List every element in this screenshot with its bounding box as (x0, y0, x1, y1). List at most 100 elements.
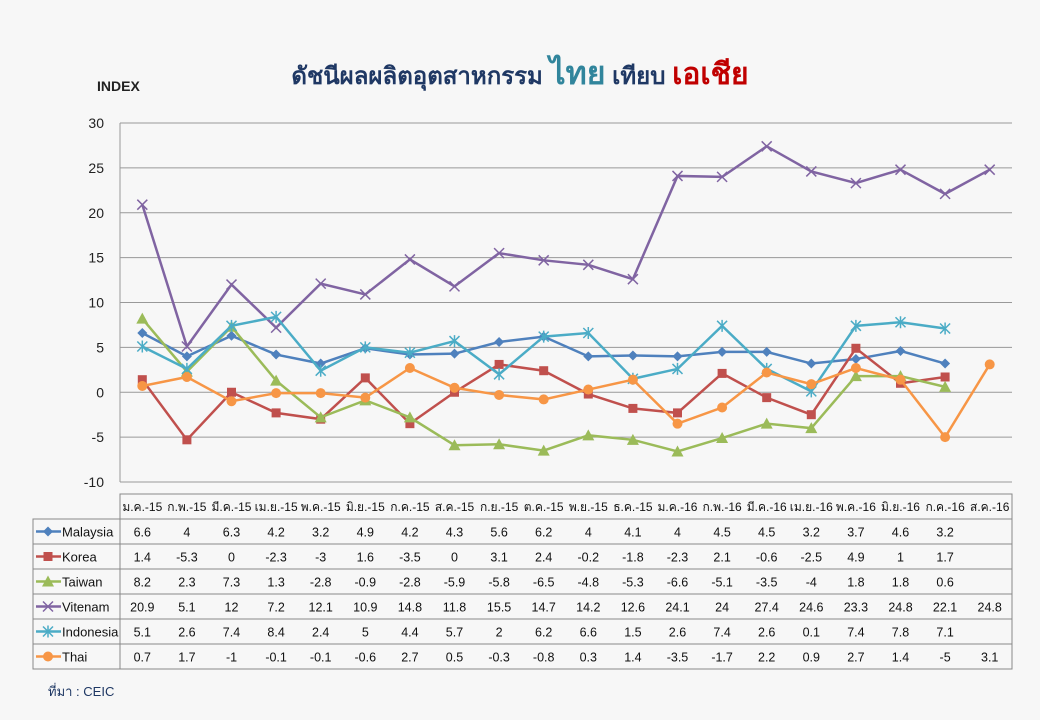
table-cell: 14.7 (532, 601, 556, 615)
table-header-cell: พ.ย.-15 (569, 500, 608, 514)
data-point-thai (315, 388, 326, 399)
legend-label: Thai (62, 650, 87, 665)
data-point-thai (538, 394, 549, 405)
table-header-cell: มิ.ย.-16 (881, 500, 920, 514)
data-point-vitenam (850, 177, 862, 189)
table-cell: -1.8 (622, 551, 644, 565)
table-header-cell: มี.ค.-16 (747, 500, 787, 514)
table-cell: 10.9 (353, 601, 377, 615)
table-cell: -2.8 (310, 576, 332, 590)
table-cell: 3.7 (847, 526, 864, 540)
data-point-taiwan (939, 380, 952, 392)
data-point-vitenam (181, 340, 193, 353)
y-tick-label: 15 (88, 250, 104, 266)
table-header-cell: ม.ค.-15 (122, 500, 162, 514)
table-header-cell: ต.ค.-15 (524, 500, 564, 514)
legend-label: Taiwan (62, 575, 102, 590)
data-point-vitenam (582, 259, 594, 271)
table-cell: 2.2 (758, 651, 775, 665)
table-cell: 4.9 (847, 551, 864, 565)
table-cell: 14.2 (576, 601, 600, 615)
data-point-taiwan (537, 444, 550, 456)
table-header-cell: ธ.ค.-15 (613, 500, 653, 514)
series-line-thai (142, 363, 991, 440)
data-point-vitenam (270, 322, 282, 334)
table-cell: 4.5 (758, 526, 775, 540)
data-point-indonesia (939, 322, 951, 335)
table-cell: -1 (226, 651, 237, 665)
data-point-taiwan (448, 439, 461, 451)
table-cell: -3 (315, 551, 326, 565)
data-point-vitenam (493, 247, 505, 259)
data-point-vitenam (671, 170, 684, 182)
table-cell: 0.7 (134, 651, 151, 665)
data-point-indonesia (448, 335, 461, 348)
table-cell: -2.3 (265, 551, 287, 565)
table-header-cell: ก.พ.-16 (703, 500, 743, 514)
data-point-malaysia (850, 354, 861, 365)
table-cell: -0.1 (310, 651, 332, 665)
table-header-cell: ก.ค.-16 (925, 500, 965, 514)
data-point-vitenam (448, 280, 461, 292)
title-thai: ไทย (549, 55, 606, 91)
data-point-malaysia (940, 358, 951, 369)
data-point-thai (181, 371, 192, 382)
data-point-korea (851, 343, 861, 353)
table-cell: 0.5 (446, 651, 463, 665)
table-cell: 24.1 (665, 601, 689, 615)
data-point-thai (583, 384, 594, 395)
table-cell: 27.4 (755, 601, 779, 615)
data-point-malaysia (806, 358, 817, 369)
source-note: ที่มา : CEIC (48, 684, 115, 699)
table-cell: 6.2 (535, 526, 552, 540)
table-cell: 14.8 (398, 601, 422, 615)
data-point-vitenam (627, 273, 639, 285)
data-point-taiwan (849, 370, 862, 382)
data-point-malaysia (181, 351, 192, 362)
data-point-taiwan (403, 411, 416, 423)
table-cell: -3.5 (756, 576, 778, 590)
y-tick-label: -5 (92, 429, 105, 445)
y-axis-label: INDEX (97, 78, 140, 94)
data-point-thai (984, 359, 995, 370)
table-cell: 3.1 (981, 651, 998, 665)
table-cell: 4 (585, 526, 592, 540)
table-cell: -0.9 (355, 576, 377, 590)
table-cell: -5 (940, 651, 951, 665)
table-cell: -5.9 (444, 576, 466, 590)
data-point-thai (404, 363, 415, 374)
data-point-malaysia (583, 351, 594, 362)
title-asia: เอเชีย (672, 58, 749, 91)
table-cell: 22.1 (933, 601, 957, 615)
data-point-malaysia (271, 349, 282, 360)
data-point-taiwan (805, 422, 818, 434)
series-line-vitenam (141, 144, 991, 350)
data-point-malaysia (137, 328, 148, 339)
table-cell: 4.9 (357, 526, 374, 540)
data-point-taiwan (716, 432, 729, 444)
data-point-vitenam (136, 199, 148, 211)
data-point-thai (449, 382, 460, 393)
table-cell: 2.3 (178, 576, 195, 590)
table-cell: -0.8 (533, 651, 555, 665)
table-cell: 1 (897, 551, 904, 565)
table-cell: 2.7 (401, 651, 418, 665)
table-cell: 0.3 (580, 651, 597, 665)
table-cell: 3.1 (490, 551, 507, 565)
table-header-cell: ก.พ.-15 (167, 500, 207, 514)
data-point-korea (137, 375, 147, 385)
data-point-thai (494, 389, 505, 400)
table-cell: 1.3 (267, 576, 284, 590)
table-header-cell: ก.ย.-15 (480, 500, 519, 514)
table-cell: -2.5 (801, 551, 823, 565)
table-header-cell: เม.ย.-15 (255, 500, 298, 514)
legend-marker-korea (43, 552, 53, 561)
table-cell: 4 (674, 526, 681, 540)
table-cell: 3.2 (803, 526, 820, 540)
table-cell: 4.4 (401, 626, 418, 640)
data-point-vitenam (315, 278, 327, 290)
data-point-indonesia (671, 362, 684, 375)
table-cell: -5.3 (176, 551, 198, 565)
y-tick-label: 0 (96, 384, 104, 400)
data-point-thai (895, 374, 906, 385)
